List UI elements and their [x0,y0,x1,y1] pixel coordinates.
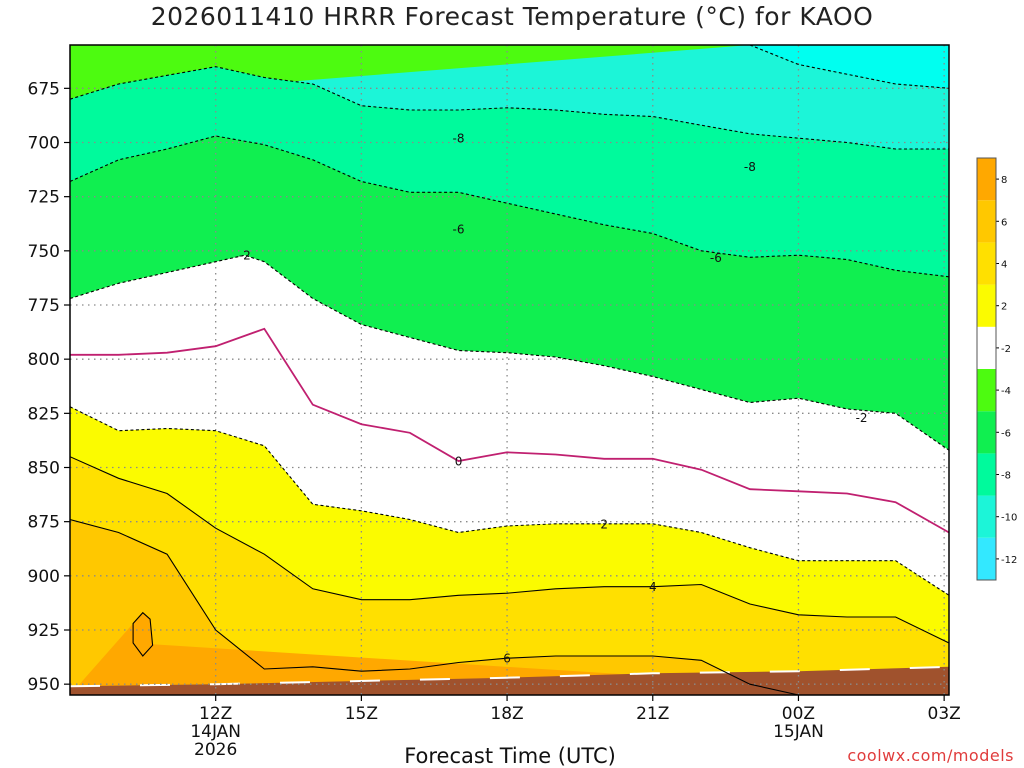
colorbar-label: -10 [1001,513,1017,524]
contour-label: -8 [744,160,756,174]
contour-labels: -8 -8 -6 -6 -2 -2 2 4 6 0 [239,132,868,666]
chart-title: 2026011410 HRRR Forecast Temperature (°C… [150,2,874,31]
contour-line [70,406,949,596]
colorbar-swatch [977,242,996,285]
freezing-line [70,327,949,534]
temperature-band [70,255,949,596]
temperature-band [70,612,949,695]
temperature-band [70,45,949,89]
y-tick-label: 800 [28,350,60,370]
colorbar-label: 8 [1001,175,1007,186]
y-tick-label: 825 [28,404,60,424]
colorbar-swatch [977,284,996,327]
colorbar-label: -12 [1001,555,1017,566]
temperature-band [70,45,949,149]
contour-label: -6 [710,251,722,265]
contour-label: -2 [239,249,251,263]
colorbar-swatch [977,326,996,369]
temperature-band [70,136,949,451]
y-tick-label: 875 [28,513,60,533]
colorbar-swatch [977,453,996,496]
colorbar-label: -2 [1001,344,1011,355]
y-tick-label: 775 [28,296,60,316]
colorbar-swatch [977,369,996,412]
temperature-band [70,406,949,643]
y-tick-label: 925 [28,621,60,641]
x-tick-label: 03Z [928,704,961,724]
contour-label: 2 [600,517,608,531]
ground-edge [70,665,949,688]
contour-label: 0 [455,455,463,469]
y-axis: 675 700 725 750 775 800 825 850 875 900 925 950 [28,79,70,695]
y-tick-label: 950 [28,675,60,695]
plot-frame [69,44,950,696]
temperature-band [70,456,949,695]
colorbar-label: -6 [1001,428,1011,439]
contour-line [132,611,154,657]
contour-line [749,45,949,89]
contour-lines [70,45,949,695]
colorbar-frame [976,157,997,581]
x-tick-label: 18Z [490,704,523,724]
temperature-bands [70,45,949,695]
colorbar-label: -8 [1001,471,1011,482]
x-tick-label: 15Z [345,704,378,724]
y-tick-label: 850 [28,459,60,479]
contour-line [70,66,949,150]
colorbar-swatch [977,158,996,201]
colorbar-label: -4 [1001,386,1011,397]
x-tick-label: 14JAN [190,722,241,742]
contour-line [70,456,949,644]
colorbar-swatch [977,200,996,243]
y-tick-label: 900 [28,567,60,587]
x-tick-label: 2026 [194,740,237,760]
x-tick-label: 12Z [199,704,232,724]
contour-line [70,518,949,695]
x-tick-label: 00Z [782,704,815,724]
colorbar-swatch [977,537,996,580]
colorbar-label: 2 [1001,302,1007,313]
contour-label: 6 [503,652,511,666]
x-tick-label: 21Z [636,704,669,724]
colorbar-swatch [977,495,996,538]
contour-label: -2 [856,411,868,425]
gridlines [70,45,949,695]
x-tick-label: 15JAN [773,722,824,742]
colorbar-label: 6 [1001,217,1007,228]
y-tick-label: 700 [28,134,60,154]
credit-link[interactable]: coolwx.com/models [847,746,1014,765]
contour-label: -8 [453,132,465,146]
x-axis-label: Forecast Time (UTC) [404,744,616,768]
contour-line [70,254,949,451]
contour-label: 4 [649,580,657,594]
colorbar-label: 4 [1001,260,1007,271]
y-tick-label: 750 [28,242,60,262]
colorbar: -12 -10 -8 -6 -4 -2 2 4 6 8 [976,157,1017,581]
y-tick-label: 725 [28,188,60,208]
y-tick-label: 675 [28,79,60,99]
colorbar-swatch [977,411,996,454]
temperature-band [70,66,949,277]
contour-label: -6 [453,223,465,237]
